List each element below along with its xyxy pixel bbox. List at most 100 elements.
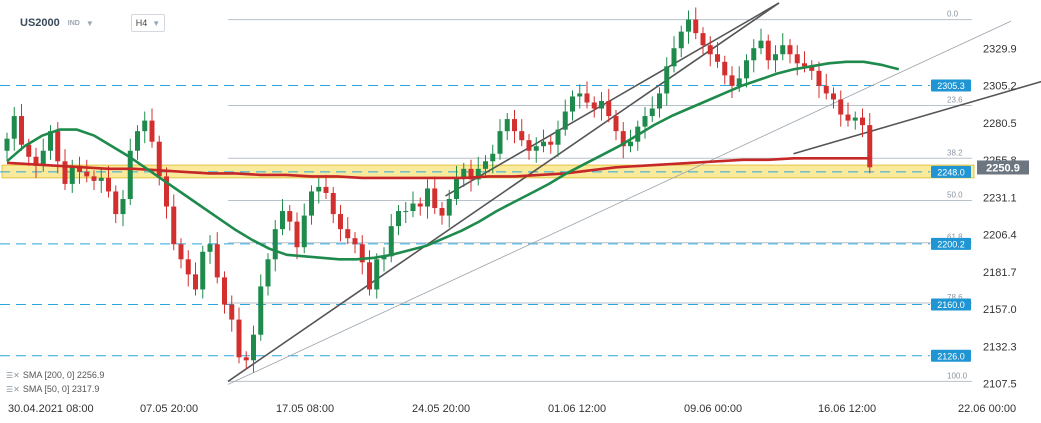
candle-body (403, 211, 409, 213)
trend-line (445, 2, 780, 197)
fib-label: 38.2 (947, 148, 963, 157)
candle-body (490, 153, 496, 162)
candle-body (606, 100, 612, 117)
candle-body (84, 171, 90, 177)
support-badge-label: 2126.0 (937, 351, 965, 361)
candle-body (106, 177, 111, 192)
y-tick-label: 2329.9 (983, 43, 1017, 55)
candle-body (40, 150, 46, 166)
eye-icon[interactable]: ☰✕ (6, 370, 20, 380)
candle-body (4, 138, 10, 151)
candle-body (780, 45, 786, 55)
fib-label: 0.0 (947, 10, 959, 19)
candle-body (258, 286, 264, 335)
symbol-title[interactable]: US2000 (20, 17, 60, 29)
time-axis: 30.04.2021 08:00 07.05 20:00 17.05 08:00 24… (8, 403, 1016, 415)
candle-body (243, 357, 249, 361)
candle-body (120, 198, 126, 215)
legend-sma50[interactable]: ☰✕ SMA [50, 0] 2317.9 (6, 384, 99, 394)
candle-body (417, 203, 423, 207)
legend-sma200[interactable]: ☰✕ SMA [200, 0] 2256.9 (6, 370, 104, 380)
candle-body (127, 150, 133, 199)
candle-body (845, 114, 851, 121)
candle-body (193, 274, 198, 290)
trend-lines (227, 2, 1041, 385)
fib-label: 100.0 (947, 371, 968, 380)
candle-body (642, 116, 648, 127)
y-tick-label: 2280.5 (983, 118, 1017, 130)
candle-body (758, 40, 764, 49)
candle-body (613, 116, 619, 132)
candle-body (512, 119, 517, 132)
candle-body (722, 61, 728, 76)
support-badge-label: 2160.0 (937, 300, 965, 310)
y-tick-label: 2107.5 (983, 379, 1017, 391)
moving-averages (6, 60, 900, 261)
candle-body (468, 168, 474, 180)
instrument-type: IND (67, 19, 80, 27)
x-tick-label: 07.05 20:00 (140, 403, 198, 415)
candle-body (570, 96, 575, 112)
timeframe-select[interactable]: H4 ▼ (131, 14, 165, 32)
x-tick-label: 09.06 00:00 (684, 403, 742, 415)
candle-body (736, 78, 742, 86)
support-badge-label: 2305.3 (937, 81, 965, 91)
candle-body (425, 188, 430, 207)
price-axis: 2329.92305.22280.52255.82231.12206.42181… (977, 43, 1029, 391)
x-tick-label: 30.04.2021 08:00 (8, 403, 94, 415)
candle-body (69, 165, 75, 184)
candle-body (446, 198, 452, 216)
candle-body (439, 208, 445, 216)
candle-body (838, 99, 844, 115)
sma50-line (6, 60, 900, 261)
candle-body (91, 176, 97, 181)
candle-body (497, 131, 503, 154)
chart-header: US2000 IND ▼ (20, 13, 94, 33)
candle-body (867, 125, 873, 168)
candle-body (794, 54, 800, 64)
candle-body (519, 131, 525, 141)
candle-body (142, 120, 148, 132)
candle-body (628, 141, 633, 147)
candle-body (280, 211, 285, 230)
candle-body (222, 277, 227, 305)
candle-body (533, 146, 539, 151)
candle-body (316, 186, 322, 192)
candle-body (751, 48, 757, 61)
candle-body (678, 31, 684, 49)
candle-body (352, 238, 358, 245)
candle-body (700, 33, 706, 46)
candle-body (19, 116, 24, 145)
candle-body (816, 70, 822, 86)
candle-body (294, 221, 300, 248)
candle-body (599, 100, 604, 109)
chevron-down-icon: ▼ (152, 18, 161, 28)
candle-body (526, 140, 532, 151)
candle-body (251, 334, 256, 361)
candle-body (729, 75, 735, 86)
y-tick-label: 2157.0 (983, 304, 1017, 316)
eye-icon[interactable]: ☰✕ (6, 384, 20, 394)
candle-body (98, 177, 104, 181)
candle-body (374, 259, 380, 290)
candle-body (620, 131, 626, 147)
candle-body (323, 186, 329, 193)
candle-body (26, 144, 32, 157)
candle-body (55, 131, 61, 162)
candle-body (207, 244, 213, 252)
support-badge (931, 237, 971, 250)
candle-body (715, 54, 720, 62)
candle-body (860, 117, 865, 126)
fib-label: 50.0 (947, 191, 963, 200)
fib-label: 23.6 (947, 96, 963, 105)
symbol-dropdown-icon[interactable]: ▼ (85, 18, 94, 28)
candle-body (149, 120, 155, 142)
candle-body (11, 116, 17, 139)
candle-body (77, 165, 82, 172)
candle-body (555, 129, 561, 145)
candle-body (504, 119, 510, 132)
candle-body (287, 211, 293, 222)
y-tick-label: 2181.7 (983, 267, 1017, 279)
